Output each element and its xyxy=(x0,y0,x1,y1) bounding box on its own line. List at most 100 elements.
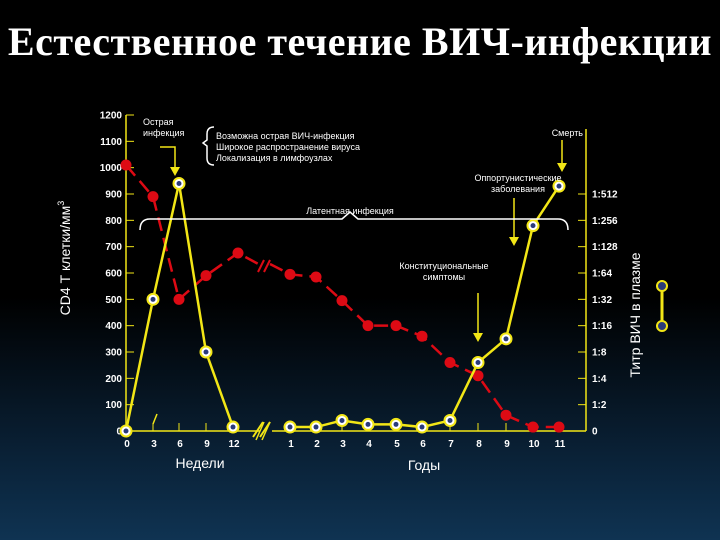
annotation-constitutional-symptoms: симптомы xyxy=(423,272,465,282)
y-axis-title-left: CD4 Т клетки/мм3 xyxy=(56,201,73,316)
slide-title: Естественное течение ВИЧ-инфекции xyxy=(7,19,713,64)
right-tick-label: 1:256 xyxy=(592,216,618,227)
cd4-point xyxy=(284,268,296,280)
x-tick-label: 8 xyxy=(476,439,482,450)
arrow-opportunistic-head xyxy=(509,237,519,246)
virus-series-line xyxy=(124,183,235,432)
virus-point-core xyxy=(556,183,562,189)
left-tick-label: 1100 xyxy=(100,137,122,148)
virus-point-core xyxy=(475,360,481,366)
cd4-point xyxy=(553,421,565,433)
virus-series-line xyxy=(290,185,561,429)
cd4-point xyxy=(362,320,374,332)
virus-point-core xyxy=(176,180,182,186)
left-tick-label: 1000 xyxy=(100,163,123,174)
x-tick-label: 9 xyxy=(504,439,510,450)
cd4-point xyxy=(200,270,212,282)
x-tick-label: 0 xyxy=(124,439,130,450)
right-tick-label: 1:4 xyxy=(592,374,607,385)
left-tick-label: 300 xyxy=(105,348,122,359)
cd4-point xyxy=(173,293,185,305)
virus-break-mark xyxy=(252,421,264,438)
cd4-point xyxy=(310,271,322,283)
left-tick-label: 1200 xyxy=(100,111,123,122)
virus-point-core xyxy=(447,417,453,423)
x-tick-label: 7 xyxy=(448,439,454,450)
x-tick-label: 1 xyxy=(288,439,294,450)
virus-point-core xyxy=(313,424,319,430)
annotation-dissemination: Локализация в лимфоузлах xyxy=(216,153,333,163)
virus-point-core xyxy=(150,296,156,302)
annotation-constitutional-symptoms: Конституциональные xyxy=(399,261,488,271)
virus-point-core xyxy=(419,424,425,430)
annotation-dissemination: Возможна острая ВИЧ-инфекция xyxy=(216,131,355,141)
cd4-point xyxy=(232,247,244,259)
right-tick-label: 1:2 xyxy=(592,400,607,411)
annotation-latent-infection: Латентная инфекция xyxy=(306,206,394,216)
virus-break-mark xyxy=(259,421,271,438)
virus-point-core xyxy=(530,223,536,229)
cd4-point xyxy=(390,320,402,332)
arrow-acute-infection xyxy=(160,146,176,168)
left-tick-label: 200 xyxy=(105,374,122,385)
x-tick-label: 12 xyxy=(228,439,240,450)
arrow-constitutional-symptoms-head xyxy=(473,333,483,342)
virus-point-core xyxy=(365,421,371,427)
arrow-death-head xyxy=(557,163,567,172)
cd4-break-mark xyxy=(257,259,265,273)
axis-break-mark xyxy=(255,421,265,441)
virus-point-core xyxy=(230,424,236,430)
cd4-point xyxy=(500,409,512,421)
annotation-acute-infection: инфекция xyxy=(143,128,185,138)
annotation-opportunistic: заболевания xyxy=(491,184,545,194)
left-tick-label: 900 xyxy=(105,190,122,201)
x-tick-label: 3 xyxy=(151,439,157,450)
x-tick-label: 9 xyxy=(204,439,210,450)
annotation-dissemination: Широкое распространение вируса xyxy=(216,142,360,152)
right-tick-label: 1:512 xyxy=(592,190,618,201)
right-tick-label: 1:64 xyxy=(592,269,612,280)
arrow-acute-infection-head xyxy=(170,167,180,176)
x-tick-label: 11 xyxy=(555,439,566,450)
left-tick-label: 100 xyxy=(105,400,122,411)
x-tick-label: 6 xyxy=(177,439,183,450)
bracket-dissemination xyxy=(201,126,215,166)
virus-point-core xyxy=(203,349,209,355)
right-tick-label: 1:32 xyxy=(592,295,612,306)
y-axis-title-right: Титр ВИЧ в плазме xyxy=(627,252,643,377)
annotation-opportunistic: Оппортунистические xyxy=(474,173,561,183)
left-tick-label: 0 xyxy=(116,427,122,438)
x-tick-label: 5 xyxy=(394,439,400,450)
cd4-point xyxy=(147,191,159,203)
virus-point-core xyxy=(393,421,399,427)
x-tick-label: 2 xyxy=(314,439,320,450)
legend-virus-marker xyxy=(656,320,668,332)
virus-point-core xyxy=(503,336,509,342)
y-axis-title-left-text: CD4 Т клетки/мм xyxy=(57,206,73,316)
right-tick-label: 1:16 xyxy=(592,321,612,332)
right-tick-label: 1:8 xyxy=(592,348,607,359)
right-tick-label: 0 xyxy=(592,427,598,438)
cd4-point xyxy=(120,159,132,171)
virus-point-core xyxy=(287,424,293,430)
cd4-point xyxy=(444,357,456,369)
x-tick-label: 4 xyxy=(366,439,372,450)
bracket-latent-infection xyxy=(139,211,569,231)
left-tick-label: 500 xyxy=(105,295,122,306)
cd4-point xyxy=(336,295,348,307)
x-axis-title-weeks: Недели xyxy=(175,455,224,471)
legend-virus-marker xyxy=(656,280,668,292)
cd4-point xyxy=(472,370,484,382)
left-tick-label: 400 xyxy=(105,321,122,332)
cd4-point xyxy=(416,330,428,342)
left-tick-label: 800 xyxy=(105,216,122,227)
left-tick-label: 700 xyxy=(105,242,122,253)
x-axis-title-years: Годы xyxy=(408,457,440,473)
annotation-acute-infection: Острая xyxy=(143,117,174,127)
x-tick-label: 10 xyxy=(528,439,540,450)
cd4-point xyxy=(527,421,539,433)
right-tick-label: 1:128 xyxy=(592,242,618,253)
cd4-break-mark xyxy=(263,259,271,273)
x-tick-label: 6 xyxy=(420,439,426,450)
